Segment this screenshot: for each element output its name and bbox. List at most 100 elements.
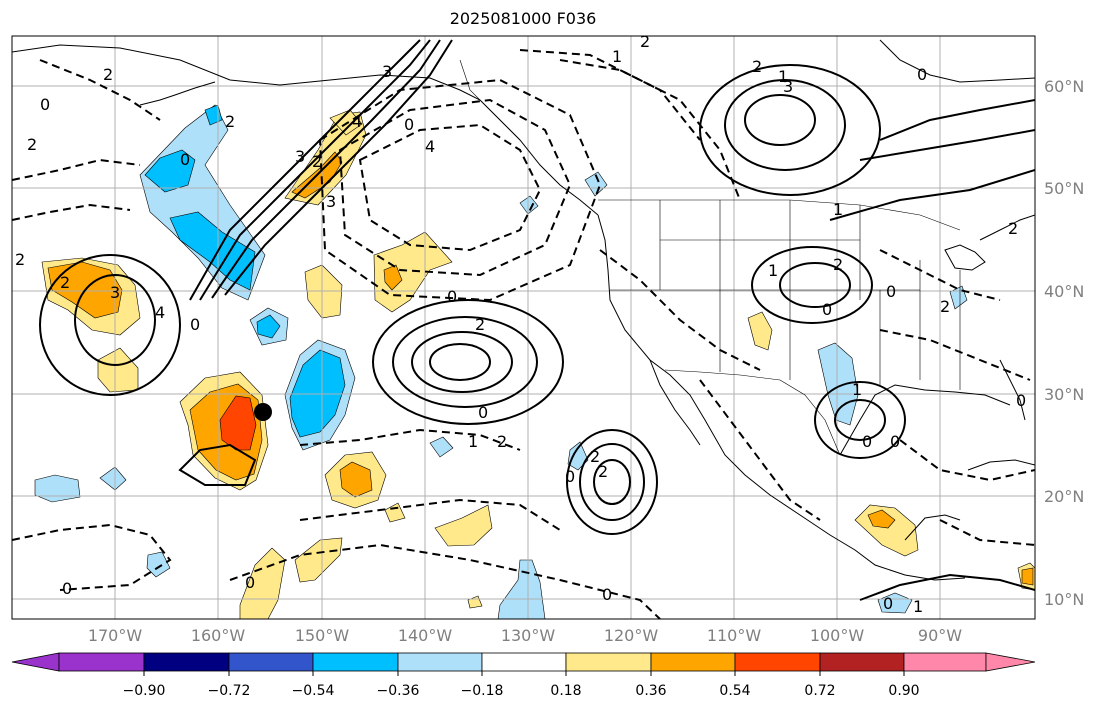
lat-label: 50°N	[1044, 179, 1085, 198]
colorbar-label: 0.72	[804, 683, 836, 699]
shade-blue-se	[877, 592, 913, 614]
contour-label: 2	[475, 315, 485, 334]
contour-high-central-4	[372, 299, 564, 425]
colorbar-ticks	[143, 671, 905, 676]
shade-blue-small2	[34, 474, 81, 503]
contour-label: 0	[62, 579, 72, 598]
contour-high-mexico-2	[814, 381, 906, 459]
shade-blue-mexico	[817, 342, 859, 426]
contour-label: 1	[768, 261, 778, 280]
contour-low-carib	[939, 519, 1035, 546]
contour-low-nw	[39, 59, 161, 121]
contour-low-gulfmex	[879, 329, 1031, 381]
contour-label: 1	[778, 67, 788, 86]
shade-yellow-jet2	[329, 109, 363, 136]
contour-canada-east	[879, 99, 1035, 141]
colorbar-label: 0.36	[635, 683, 667, 699]
contour-label: 2	[940, 297, 950, 316]
coast-aleutians	[139, 81, 216, 106]
contour-label: 1	[833, 200, 843, 219]
lon-label: 130°W	[500, 626, 556, 645]
colorbar-cell	[143, 652, 230, 672]
shade-cyan-aleutian1	[144, 149, 196, 193]
map-frame	[11, 35, 1036, 620]
contour-low-south2	[299, 498, 561, 531]
contour-label: 2	[497, 432, 507, 451]
contour-label: 4	[425, 137, 435, 156]
colorbar-cell	[985, 652, 1036, 672]
contour-label: 1	[913, 597, 923, 616]
contour-label: 0	[1016, 391, 1026, 410]
coast-lakes	[944, 244, 986, 271]
contour-label: 2	[590, 447, 600, 466]
colorbar-label: −0.72	[207, 683, 251, 699]
contour-label: 2	[225, 112, 235, 131]
colorbar-label: −0.90	[122, 683, 166, 699]
contour-east-jet	[829, 169, 1035, 221]
contours-positive	[39, 39, 1035, 601]
contour-canada-east2	[859, 129, 1035, 161]
lat-label: 20°N	[1044, 487, 1085, 506]
contour-low-gulf-3	[318, 78, 602, 302]
contour-hawaii	[178, 443, 257, 486]
contour-jet-2	[199, 39, 431, 301]
coast-baja	[649, 359, 701, 446]
contour-label: 1	[468, 432, 478, 451]
colorbar-label: −0.54	[291, 683, 335, 699]
contour-high-west-2	[39, 254, 181, 396]
contour-label: 3	[110, 283, 120, 302]
contour-low-gulf-1	[358, 123, 542, 252]
contour-low-top1	[559, 59, 741, 201]
contour-label: 1	[852, 380, 862, 399]
contour-labels: 1 2 2 2 0 2 2 3 4 0 0 3 2 2 4 3 0 3 4 0 …	[15, 32, 1026, 616]
contour-label: 0	[862, 432, 872, 451]
lon-label: 110°W	[706, 626, 762, 645]
contour-low-west2	[12, 203, 131, 221]
lon-label: 120°W	[603, 626, 659, 645]
contour-high-central-2	[411, 331, 513, 393]
contour-low-gulf-2	[338, 98, 572, 277]
shade-orange-carib	[1021, 567, 1034, 586]
borders	[459, 59, 961, 456]
colorbar-cell	[819, 652, 905, 672]
contour-se	[859, 573, 1035, 601]
coast-alaska	[12, 44, 599, 216]
contour-label: 2	[833, 255, 843, 274]
shade-blue-south	[497, 559, 546, 619]
contour-low-west	[12, 158, 141, 181]
shade-cyan-aleutian2	[169, 211, 256, 291]
contour-high-south-2	[579, 443, 645, 521]
contour-label: 2	[103, 65, 113, 84]
contours-negative	[12, 49, 1035, 619]
contour-label: 0	[40, 95, 50, 114]
coast-westcoast	[597, 214, 966, 581]
contour-high-canada-1	[744, 94, 816, 146]
point-marker	[254, 403, 272, 421]
contour-label: 0	[886, 282, 896, 301]
contour-label: 4	[155, 303, 165, 322]
lon-label: 170°W	[87, 626, 143, 645]
contour-label: 0	[890, 432, 900, 451]
colorbar-label: 0.90	[888, 683, 920, 699]
coast-cuba	[967, 459, 1035, 471]
shade-blue-small3	[99, 466, 127, 491]
colorbar-cell	[397, 652, 483, 672]
contour-high-mexico-1	[834, 399, 886, 441]
contour-label: 0	[404, 115, 414, 134]
contour-label: 0	[602, 585, 612, 604]
contour-label: 3	[295, 147, 305, 166]
contour-label: 2	[1008, 219, 1018, 238]
coast-hudson	[879, 39, 1035, 83]
contour-low-east	[899, 439, 1035, 482]
shade-orange-mex	[867, 509, 896, 529]
lon-label: 140°W	[397, 626, 453, 645]
lat-label: 40°N	[1044, 282, 1085, 301]
colorbar-cell	[565, 652, 652, 672]
coastlines	[12, 39, 1035, 581]
coast-yucatan	[904, 514, 961, 541]
shade-yellow-mid7	[239, 547, 286, 619]
contour-high-south-1	[593, 459, 631, 505]
shade-cyan-small1	[256, 314, 281, 339]
contour-high-plains-2	[751, 246, 873, 324]
lat-label: 30°N	[1044, 385, 1085, 404]
